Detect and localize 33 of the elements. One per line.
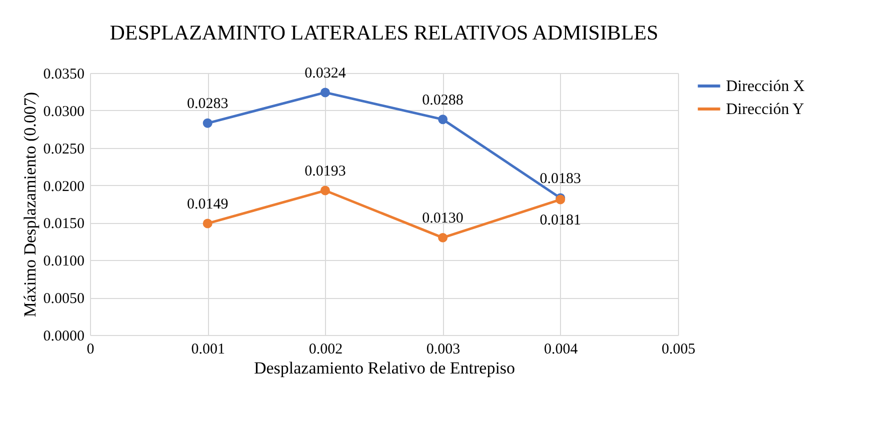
data-label: 0.0324 (304, 65, 346, 82)
x-tick-label: 0.002 (308, 342, 343, 358)
chart-title: DESPLAZAMINTO LATERALES RELATIVOS ADMISIBLES (110, 20, 658, 44)
data-label: 0.0283 (186, 96, 228, 112)
point (438, 232, 448, 242)
point (320, 88, 330, 98)
point (320, 186, 330, 196)
y-tick-label: 0.0000 (43, 328, 84, 344)
y-tick-label: 0.0250 (43, 141, 84, 158)
data-label: 0.0193 (304, 164, 346, 180)
data-label: 0.0130 (422, 210, 464, 227)
legend-label: Dirección Y (726, 101, 804, 118)
point (438, 114, 448, 124)
y-tick-label: 0.0150 (43, 216, 84, 232)
legend-label: Dirección X (726, 78, 806, 95)
point (202, 118, 212, 128)
y-tick-label: 0.0350 (43, 66, 84, 82)
y-tick-label: 0.0050 (43, 291, 84, 308)
y-tick-label: 0.0100 (43, 254, 84, 270)
point (202, 218, 212, 228)
x-tick-label: 0.004 (544, 342, 578, 358)
x-axis-title: Desplazamiento Relativo de Entrepiso (254, 358, 516, 378)
data-label: 0.0288 (422, 92, 464, 108)
y-tick-label: 0.0300 (43, 104, 84, 120)
data-label: 0.0181 (540, 212, 582, 229)
data-label: 0.0149 (186, 196, 228, 212)
x-tick-label: 0.005 (662, 342, 696, 358)
y-axis-title: Máximo Desplazamiento (0.007) (20, 92, 40, 318)
x-tick-label: 0 (86, 342, 94, 358)
y-tick-label: 0.0200 (43, 178, 84, 195)
x-tick-label: 0.001 (191, 342, 225, 358)
x-tick-label: 0.003 (426, 342, 460, 358)
data-label: 0.0183 (540, 171, 582, 188)
